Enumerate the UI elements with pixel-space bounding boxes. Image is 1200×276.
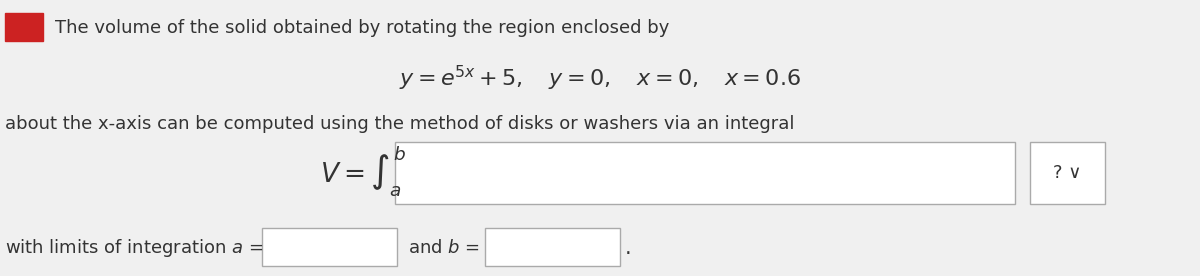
Text: and $b$ =: and $b$ = (408, 239, 480, 257)
FancyBboxPatch shape (262, 228, 397, 266)
Text: The volume of the solid obtained by rotating the region enclosed by: The volume of the solid obtained by rota… (55, 19, 670, 37)
Text: $V = \int_a^b$: $V = \int_a^b$ (320, 144, 406, 198)
Text: about the x-axis can be computed using the method of disks or washers via an int: about the x-axis can be computed using t… (5, 115, 794, 133)
Text: with limits of integration $a$ =: with limits of integration $a$ = (5, 237, 263, 259)
Text: ? ∨: ? ∨ (1054, 164, 1081, 182)
Text: .: . (625, 238, 631, 258)
Text: $y = e^{5x} + 5, \quad y = 0, \quad x = 0, \quad x = 0.6$: $y = e^{5x} + 5, \quad y = 0, \quad x = … (400, 63, 800, 93)
FancyBboxPatch shape (485, 228, 620, 266)
FancyBboxPatch shape (5, 13, 43, 41)
FancyBboxPatch shape (1030, 142, 1105, 204)
FancyBboxPatch shape (395, 142, 1015, 204)
